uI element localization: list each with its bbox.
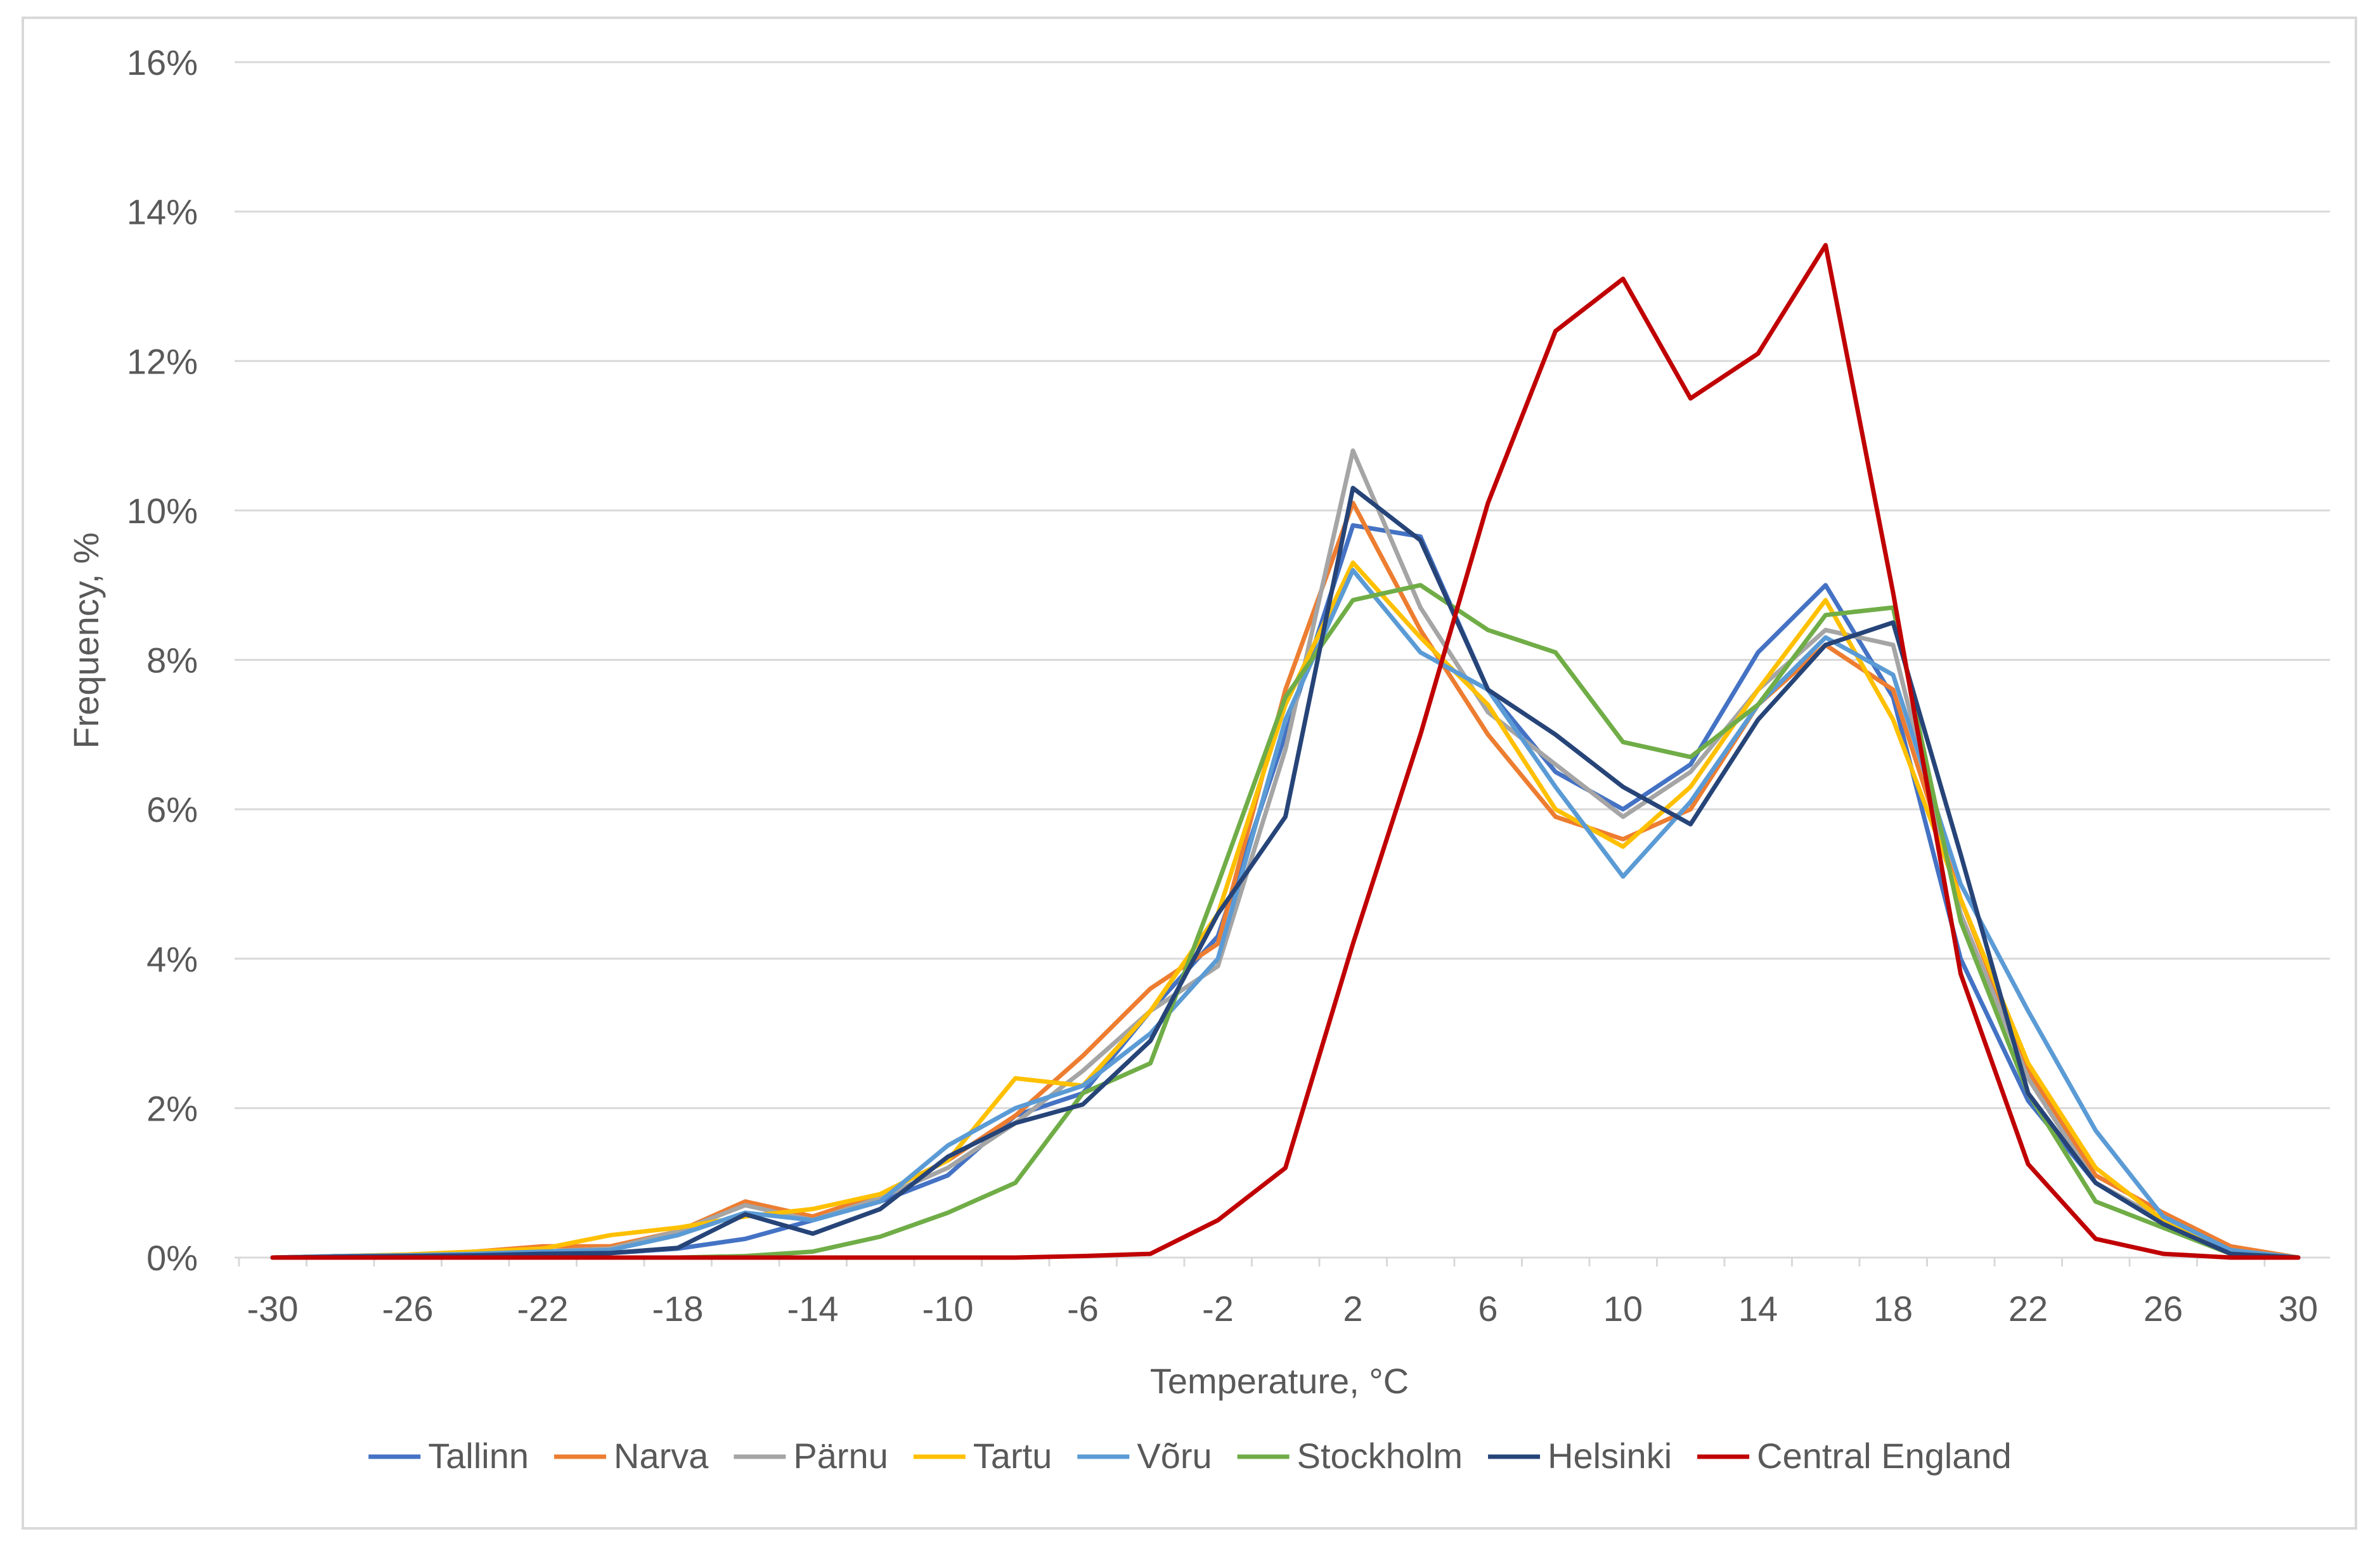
series-line-central-england <box>270 243 2301 1260</box>
y-tick-label: 16% <box>127 42 198 82</box>
x-tick-label: -6 <box>1067 1289 1099 1329</box>
x-tick-label: -10 <box>922 1289 974 1329</box>
legend-label-tallinn: Tallinn <box>428 1436 529 1476</box>
legend-label-stockholm: Stockholm <box>1297 1436 1463 1476</box>
x-tick-label: -26 <box>382 1289 434 1329</box>
y-tick-label: 8% <box>146 641 198 680</box>
legend-label-narva: Narva <box>614 1436 709 1476</box>
y-tick-label: 12% <box>127 341 198 381</box>
x-tick-label: -2 <box>1202 1289 1234 1329</box>
legend-label-v-ru: Võru <box>1137 1436 1212 1476</box>
legend-label-helsinki: Helsinki <box>1548 1436 1672 1476</box>
legend-label-central-england: Central England <box>1757 1436 2012 1476</box>
series-line-p-rnu <box>270 448 2301 1260</box>
series-line-tallinn <box>270 523 2301 1260</box>
x-tick-label: 2 <box>1343 1289 1362 1329</box>
y-tick-label: 4% <box>146 939 198 979</box>
x-tick-label: 6 <box>1478 1289 1497 1329</box>
x-tick-label: -22 <box>517 1289 569 1329</box>
y-tick-label: 2% <box>146 1088 198 1128</box>
y-tick-label: 10% <box>127 491 198 531</box>
series-line-tartu <box>270 560 2301 1260</box>
x-tick-label: -18 <box>652 1289 704 1329</box>
legend-label-tartu: Tartu <box>973 1436 1052 1476</box>
x-tick-label: 22 <box>2008 1289 2048 1329</box>
y-axis-tick-labels: 0% 2% 4% 6% 8% 10% 12% 14% 16% <box>127 42 198 1278</box>
x-tick-label: 10 <box>1603 1289 1643 1329</box>
y-tick-label: 14% <box>127 192 198 232</box>
x-tick-label: -14 <box>787 1289 839 1329</box>
legend: Tallinn Narva Pärnu Tartu Võru Stockholm Helsi… <box>368 1436 2012 1476</box>
x-tick-label: 26 <box>2144 1289 2183 1329</box>
series-lines <box>270 243 2301 1260</box>
x-tick-label: 30 <box>2279 1289 2318 1329</box>
series-line-helsinki <box>270 486 2301 1260</box>
chart-area <box>22 16 2357 1530</box>
x-axis-title: Temperature, °C <box>1150 1361 1409 1401</box>
y-axis-title: Frequency, % <box>66 532 106 748</box>
x-tick-label: 14 <box>1738 1289 1778 1329</box>
x-tick-label: -30 <box>247 1289 299 1329</box>
legend-label-p-rnu: Pärnu <box>793 1436 888 1476</box>
x-tick-label: 18 <box>1873 1289 1913 1329</box>
y-tick-label: 0% <box>146 1238 198 1278</box>
y-tick-label: 6% <box>146 790 198 830</box>
series-line-narva <box>270 500 2301 1260</box>
x-axis-tick-labels: -30 -26 -22 -18 -14 -10 -6 -2 2 6 10 14 18 22 26 30 <box>247 1289 2319 1329</box>
gridlines <box>235 61 2330 1109</box>
series-line-v-ru <box>270 568 2301 1260</box>
